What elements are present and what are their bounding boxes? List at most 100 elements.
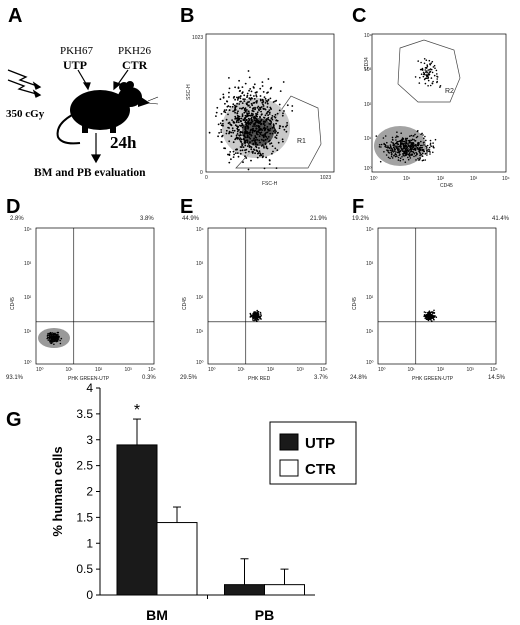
event-dot	[434, 67, 436, 69]
event-dot	[249, 141, 251, 144]
event-dot	[250, 90, 253, 93]
event-dot	[392, 149, 394, 151]
event-dot	[240, 120, 242, 122]
event-dot	[291, 105, 294, 107]
event-dot	[237, 121, 240, 124]
event-dot	[259, 141, 261, 144]
event-dot	[256, 309, 258, 312]
event-dot	[249, 114, 252, 117]
event-dot	[255, 94, 258, 96]
event-dot	[252, 125, 254, 128]
event-dot	[253, 148, 255, 151]
event-dot	[262, 108, 265, 110]
event-dot	[244, 98, 246, 101]
event-dot	[244, 82, 247, 85]
panel-f-q-lr: 14.5%	[488, 375, 506, 381]
event-dot	[263, 134, 265, 136]
event-dot	[426, 70, 428, 72]
event-dot	[408, 155, 411, 157]
event-dot	[248, 76, 251, 79]
event-dot	[259, 108, 262, 110]
event-dot	[262, 152, 264, 155]
event-dot	[427, 315, 430, 317]
event-dot	[233, 129, 236, 132]
event-dot	[50, 342, 53, 345]
utp-label: UTP	[63, 58, 87, 72]
event-dot	[238, 96, 240, 98]
event-dot	[419, 144, 422, 147]
event-dot	[419, 148, 421, 150]
event-dot	[397, 140, 399, 143]
event-dot	[393, 143, 395, 146]
event-dot	[389, 149, 392, 151]
event-dot	[393, 155, 395, 157]
event-dot	[254, 119, 257, 122]
event-dot	[232, 103, 235, 106]
event-dot	[261, 101, 264, 104]
event-dot	[248, 136, 251, 139]
event-dot	[427, 150, 429, 152]
event-dot	[387, 156, 390, 159]
event-dot	[420, 73, 423, 75]
event-dot	[409, 151, 412, 153]
event-dot	[402, 147, 405, 150]
panel-b-y-tick-zero: 0	[200, 170, 203, 176]
event-dot	[257, 105, 260, 108]
event-dot	[272, 124, 275, 127]
event-dot	[259, 133, 262, 136]
event-dot	[282, 81, 285, 83]
event-dot	[433, 64, 436, 67]
event-dot	[418, 143, 420, 145]
event-dot	[424, 69, 427, 71]
event-dot	[232, 156, 235, 159]
event-dot	[394, 155, 397, 158]
event-dot	[234, 152, 237, 154]
event-dot	[416, 152, 418, 155]
event-dot	[248, 114, 250, 117]
event-dot	[233, 95, 236, 98]
panel-d-q-ll: 93.1%	[6, 375, 24, 381]
panel-letter-a: A	[8, 5, 23, 27]
event-dot	[392, 142, 394, 144]
event-dot	[408, 141, 411, 143]
panel-f-xlabel: PHK GREEN-UTP	[412, 376, 454, 382]
event-dot	[429, 139, 432, 142]
event-dot	[397, 156, 400, 159]
event-dot	[227, 153, 229, 156]
panel-g-bar-chart: 0 0.5 1 1.5 2 2.5 3 3.5 4 % human cells * BM PB UTP CT…	[50, 381, 357, 623]
event-dot	[231, 127, 234, 130]
event-dot	[395, 151, 397, 153]
event-dot	[52, 340, 55, 343]
event-dot	[263, 96, 266, 98]
event-dot	[265, 119, 267, 121]
event-dot	[247, 143, 250, 145]
y-tick-label: 10²	[24, 295, 32, 301]
event-dot	[418, 150, 421, 152]
event-dot	[233, 109, 236, 112]
event-dot	[243, 134, 246, 137]
event-dot	[283, 128, 286, 131]
event-dot	[406, 138, 408, 140]
event-dot	[47, 332, 49, 335]
event-dot	[275, 130, 277, 133]
event-dot	[408, 149, 410, 152]
event-dot	[263, 167, 266, 170]
event-dot	[430, 314, 433, 316]
event-dot	[403, 152, 405, 155]
event-dot	[260, 138, 263, 141]
event-dot	[246, 94, 249, 97]
event-dot	[228, 127, 230, 129]
y-tick-label: 0.5	[76, 562, 93, 576]
panel-b-xlabel: FSC-H	[262, 181, 278, 187]
event-dot	[419, 76, 421, 79]
panel-d-scatter: 10⁰ 10¹ 10² 10³ 10⁴ 10⁰ 10¹ 10² 10³ 10⁴	[24, 227, 156, 372]
event-dot	[278, 127, 281, 130]
event-dot	[270, 86, 273, 89]
event-dot	[431, 71, 434, 74]
panel-d-xlabel: PHK GREEN-UTP	[68, 376, 110, 382]
event-dot	[257, 119, 259, 122]
event-dot	[252, 139, 255, 141]
event-dot	[267, 110, 270, 113]
event-dot	[253, 83, 256, 86]
event-dot	[222, 96, 225, 99]
